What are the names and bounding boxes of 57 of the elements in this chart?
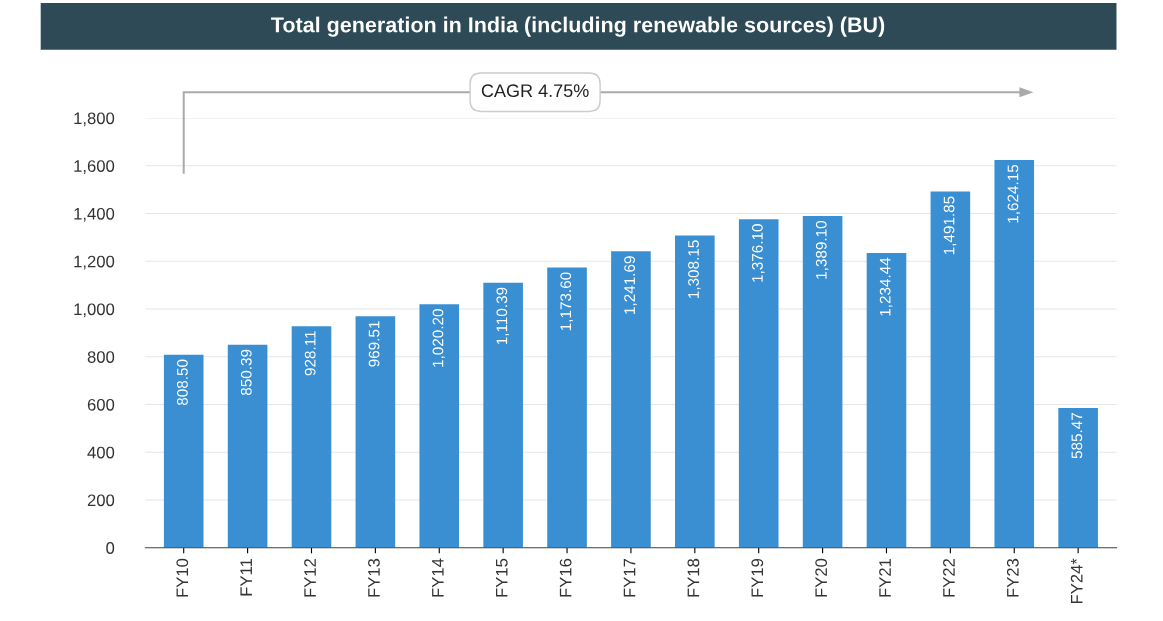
x-tick-label: FY24* — [1070, 558, 1083, 604]
data-label: 808.50 — [176, 359, 188, 406]
bar — [163, 354, 204, 548]
data-label: 928.11 — [304, 331, 316, 376]
y-tick-label: 1,800 — [74, 112, 115, 127]
x-tick-label: FY18 — [687, 558, 700, 597]
bar — [994, 159, 1035, 548]
bar — [483, 282, 523, 548]
x-tick-label: FY11 — [240, 558, 252, 596]
x-tick-label: FY10 — [176, 558, 189, 597]
chart-title: Total generation in India (including renewable sources) (BU) — [271, 16, 885, 37]
y-tick-label: 1,000 — [74, 303, 115, 318]
bar — [738, 219, 779, 548]
data-label: 969.51 — [368, 321, 380, 367]
bar — [802, 216, 843, 548]
bar — [227, 344, 268, 548]
y-tick-label: 1,600 — [74, 160, 115, 174]
x-tick-label: FY15 — [495, 558, 508, 597]
bar — [355, 316, 396, 548]
data-label: 1,234.44 — [879, 257, 893, 316]
data-label: 1,389.10 — [815, 220, 829, 279]
bar — [675, 235, 715, 548]
data-label: 850.39 — [240, 349, 252, 396]
y-tick-label: 800 — [87, 351, 115, 363]
y-tick-label: 0 — [106, 542, 115, 554]
y-tick-label: 1,200 — [74, 255, 115, 270]
bar — [611, 251, 651, 548]
y-tick-label: 1,400 — [74, 207, 115, 222]
y-tick-label: 600 — [87, 398, 115, 411]
data-label: 1,308.15 — [688, 240, 701, 299]
x-tick-label: FY13 — [368, 558, 380, 597]
x-tick-label: FY14 — [432, 558, 444, 597]
bar — [419, 304, 460, 548]
x-tick-label: FY21 — [879, 558, 891, 597]
bar — [930, 191, 971, 548]
x-tick-label: FY20 — [815, 558, 828, 597]
data-label: 1,110.39 — [496, 287, 510, 345]
data-label: 585.47 — [1071, 413, 1083, 459]
data-label: 1,241.69 — [624, 256, 637, 314]
data-label: 1,376.10 — [751, 224, 765, 282]
data-label: 1,624.15 — [1007, 164, 1021, 223]
bar — [1058, 407, 1098, 548]
x-tick-label: FY23 — [1006, 558, 1019, 597]
y-tick-label: 400 — [87, 446, 115, 459]
data-label: 1,491.85 — [943, 196, 957, 255]
bar — [866, 253, 907, 548]
x-tick-label: FY17 — [623, 558, 636, 597]
bar — [291, 326, 332, 548]
x-tick-label: FY22 — [943, 558, 955, 597]
x-tick-label: FY16 — [559, 558, 572, 597]
x-tick-label: FY19 — [751, 558, 764, 597]
bar — [547, 267, 587, 548]
y-tick-label: 200 — [87, 494, 115, 507]
data-label: 1,020.20 — [432, 309, 446, 367]
x-tick-label: FY12 — [304, 558, 316, 597]
data-label: 1,173.60 — [560, 272, 573, 331]
text: CAGR 4.75% — [481, 84, 589, 98]
